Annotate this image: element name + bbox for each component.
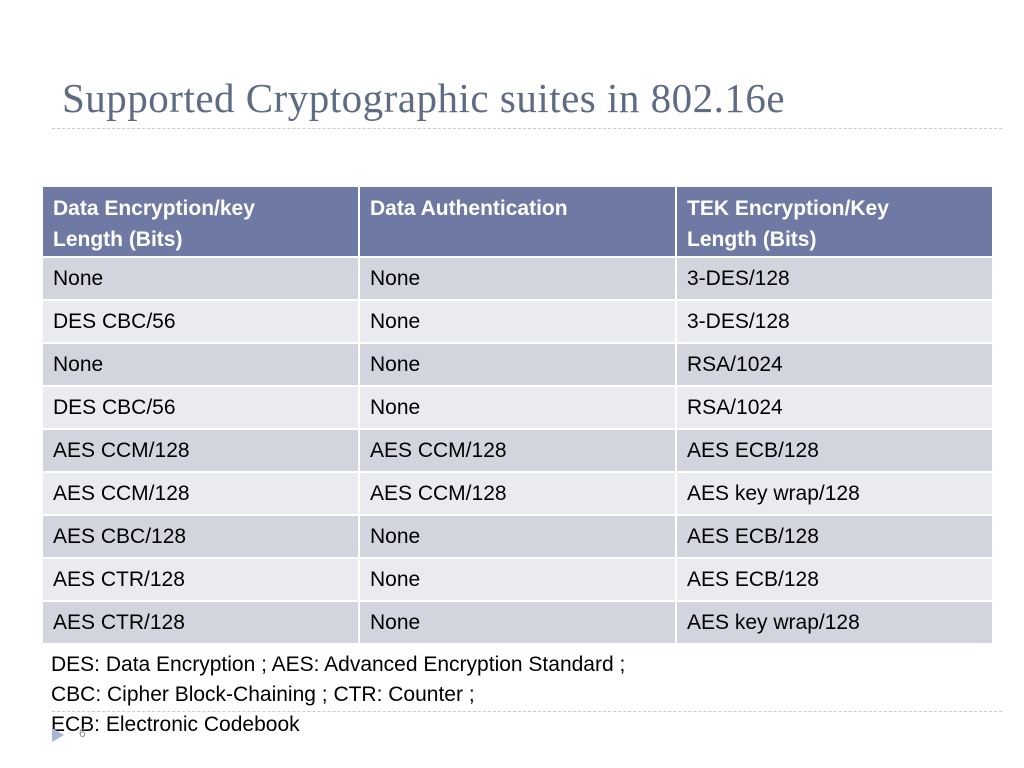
cell-data-encryption: AES CBC/128	[41, 514, 360, 559]
cell-tek-encryption: 3-DES/128	[675, 256, 994, 301]
header-line: Length (Bits)	[53, 228, 183, 251]
table-row: None None 3-DES/128	[41, 256, 994, 301]
header-tek-encryption: TEK Encryption/Key Length (Bits)	[675, 185, 994, 258]
cell-tek-encryption: AES ECB/128	[675, 514, 994, 559]
header-line: Length (Bits)	[687, 228, 817, 251]
table-row: AES CBC/128 None AES ECB/128	[41, 514, 994, 559]
cell-data-encryption: AES CCM/128	[41, 471, 360, 516]
cell-data-encryption: AES CTR/128	[41, 557, 360, 602]
header-line: Data Authentication	[370, 197, 568, 220]
footnote-line: DES: Data Encryption ; AES: Advanced Enc…	[51, 653, 626, 676]
cell-data-encryption: DES CBC/56	[41, 299, 360, 344]
header-line: TEK Encryption/Key	[687, 197, 889, 220]
cell-data-authentication: None	[358, 600, 677, 645]
table-row: AES CCM/128 AES CCM/128 AES key wrap/128	[41, 471, 994, 516]
header-data-authentication: Data Authentication	[358, 185, 677, 258]
cell-tek-encryption: AES key wrap/128	[675, 600, 994, 645]
header-line: Data Encryption/key	[53, 197, 255, 220]
cell-data-authentication: AES CCM/128	[358, 428, 677, 473]
cell-tek-encryption: RSA/1024	[675, 342, 994, 387]
cell-tek-encryption: AES ECB/128	[675, 557, 994, 602]
cell-data-authentication: None	[358, 299, 677, 344]
cell-data-authentication: None	[358, 385, 677, 430]
footnote-line: CBC: Cipher Block-Chaining ; CTR: Counte…	[51, 683, 475, 706]
abbreviations-footnote: DES: Data Encryption ; AES: Advanced Enc…	[51, 650, 625, 740]
table-row: None None RSA/1024	[41, 342, 994, 387]
crypto-suites-table: Data Encryption/key Length (Bits) Data A…	[41, 185, 994, 645]
cell-tek-encryption: AES key wrap/128	[675, 471, 994, 516]
cell-data-authentication: None	[358, 557, 677, 602]
slide-title: Supported Cryptographic suites in 802.16…	[62, 75, 786, 121]
title-divider	[52, 128, 1002, 129]
cell-tek-encryption: RSA/1024	[675, 385, 994, 430]
cell-data-authentication: None	[358, 514, 677, 559]
table-row: DES CBC/56 None RSA/1024	[41, 385, 994, 430]
slide-number: 6	[79, 726, 86, 740]
cell-data-authentication: None	[358, 342, 677, 387]
cell-data-encryption: None	[41, 342, 360, 387]
header-data-encryption: Data Encryption/key Length (Bits)	[41, 185, 360, 258]
cell-data-encryption: None	[41, 256, 360, 301]
cell-data-encryption: DES CBC/56	[41, 385, 360, 430]
table-row: DES CBC/56 None 3-DES/128	[41, 299, 994, 344]
cell-data-encryption: AES CCM/128	[41, 428, 360, 473]
footnote-line: ECB: Electronic Codebook	[51, 713, 300, 736]
table-row: AES CTR/128 None AES key wrap/128	[41, 600, 994, 645]
table-row: AES CTR/128 None AES ECB/128	[41, 557, 994, 602]
cell-data-authentication: AES CCM/128	[358, 471, 677, 516]
footer-divider	[52, 711, 1002, 712]
triangle-bullet-icon	[52, 728, 64, 742]
cell-tek-encryption: 3-DES/128	[675, 299, 994, 344]
cell-data-encryption: AES CTR/128	[41, 600, 360, 645]
cell-data-authentication: None	[358, 256, 677, 301]
cell-tek-encryption: AES ECB/128	[675, 428, 994, 473]
table-header-row: Data Encryption/key Length (Bits) Data A…	[41, 185, 994, 258]
table-row: AES CCM/128 AES CCM/128 AES ECB/128	[41, 428, 994, 473]
